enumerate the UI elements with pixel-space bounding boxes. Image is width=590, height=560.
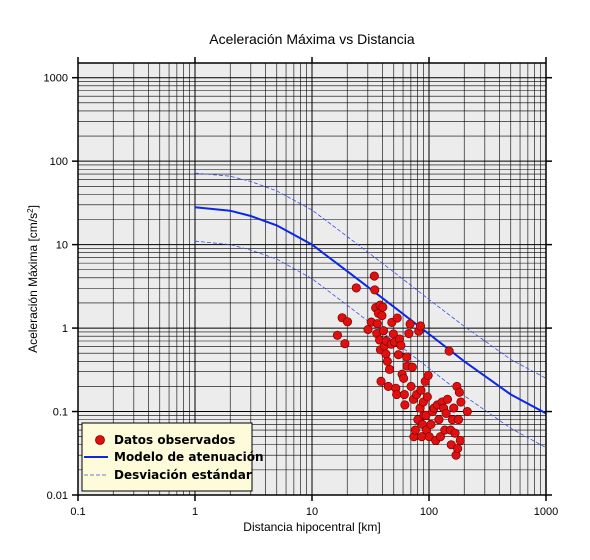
data-point xyxy=(450,428,460,438)
y-tick-label: 0.01 xyxy=(47,490,68,502)
data-point xyxy=(456,397,466,407)
y-axis-label-sup: 2 xyxy=(26,208,35,213)
data-point xyxy=(441,408,451,418)
data-point xyxy=(416,385,426,395)
data-point xyxy=(383,381,393,391)
y-axis-label-end: ] xyxy=(26,205,40,208)
legend: Datos observados Modelo de atenuación De… xyxy=(81,422,264,492)
data-point xyxy=(378,302,388,312)
attenuation-model-line xyxy=(194,206,547,415)
x-tick-label: 100 xyxy=(420,506,438,518)
y-tick-label: 1000 xyxy=(44,73,68,85)
observed-points xyxy=(332,271,472,460)
data-point xyxy=(422,392,432,402)
data-point xyxy=(415,321,426,331)
y-tick-labels: 0.01 0.1 1 10 100 1000 xyxy=(44,73,68,502)
y-axis-label: Aceleración Máxima [cm/s2] xyxy=(26,205,41,353)
x-axis-label: Distancia hipocentral [km] xyxy=(243,520,380,534)
data-point xyxy=(405,319,415,329)
y-axis-label-main: Aceleración Máxima [cm/s xyxy=(26,213,40,353)
data-point xyxy=(407,362,417,372)
data-point xyxy=(342,317,353,327)
data-point xyxy=(370,285,380,295)
data-point xyxy=(392,389,402,400)
data-point xyxy=(393,350,403,360)
data-point xyxy=(442,394,453,404)
y-tick-label: 0.1 xyxy=(53,407,68,419)
standard-deviation-line xyxy=(194,172,547,379)
data-point xyxy=(410,425,420,435)
data-point xyxy=(396,340,406,350)
data-point xyxy=(402,352,412,362)
axis-ticks xyxy=(72,57,552,501)
data-point xyxy=(382,356,392,366)
legend-label-model: Modelo de atenuación xyxy=(114,450,264,464)
data-point xyxy=(400,400,410,410)
legend-label-deviation: Desviación estándar xyxy=(114,468,252,482)
data-point xyxy=(399,389,409,400)
data-point xyxy=(435,432,446,442)
data-point xyxy=(454,387,464,397)
data-point xyxy=(426,419,436,430)
data-point xyxy=(351,283,361,293)
data-point xyxy=(462,406,472,417)
data-point xyxy=(376,376,386,386)
data-point xyxy=(369,271,379,281)
y-tick-label: 100 xyxy=(50,156,68,168)
data-point xyxy=(453,415,464,425)
data-point xyxy=(444,346,454,356)
data-point xyxy=(340,339,350,349)
standard-deviation-line xyxy=(194,240,547,448)
data-point xyxy=(404,328,414,339)
legend-box xyxy=(81,422,253,492)
data-point xyxy=(455,435,465,446)
chart-title: Aceleración Máxima vs Distancia xyxy=(209,31,415,47)
y-tick-label: 1 xyxy=(62,323,68,335)
data-point xyxy=(434,415,444,425)
x-tick-label: 1 xyxy=(192,506,198,518)
x-tick-labels: 0.1 1 10 100 1000 xyxy=(70,506,558,518)
x-tick-label: 0.1 xyxy=(70,506,85,518)
x-tick-label: 1000 xyxy=(534,506,558,518)
data-point xyxy=(332,330,342,340)
legend-label-observed: Datos observados xyxy=(114,433,235,447)
data-point xyxy=(384,364,395,374)
data-point xyxy=(423,370,433,381)
deviation-lines xyxy=(194,172,547,448)
data-point xyxy=(377,311,387,321)
data-point xyxy=(406,381,416,391)
data-point xyxy=(378,326,388,336)
data-point xyxy=(381,349,391,359)
data-point xyxy=(392,313,402,323)
data-point xyxy=(363,325,373,335)
model-lines xyxy=(194,206,547,415)
data-point xyxy=(372,319,382,329)
data-point xyxy=(453,444,463,454)
data-point xyxy=(449,403,459,413)
x-tick-label: 10 xyxy=(306,506,318,518)
y-tick-label: 10 xyxy=(56,240,68,252)
data-point xyxy=(399,373,409,383)
legend-marker-observed xyxy=(95,435,105,445)
